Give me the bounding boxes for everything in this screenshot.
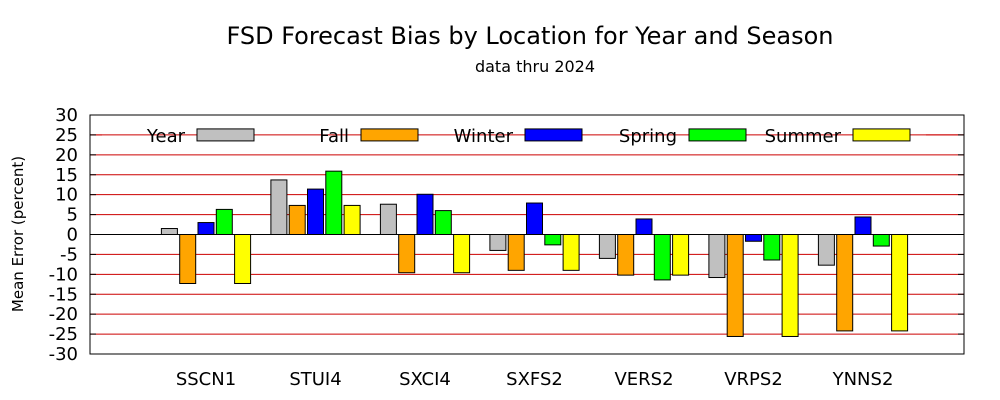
legend-swatch: [360, 128, 419, 142]
y-tick-label: -25: [49, 324, 78, 345]
x-tick-label: SSCN1: [176, 369, 236, 390]
bar-sxfs2-winter: [526, 202, 543, 235]
bar-ynns2-fall: [836, 234, 854, 332]
bar-vrps2-fall: [726, 234, 744, 337]
bar-stui4-spring: [325, 170, 343, 235]
y-axis-label: Mean Error (percent): [9, 156, 27, 312]
y-tick-label: -30: [49, 344, 78, 365]
bar-sxfs2-fall: [507, 234, 525, 271]
bar-ynns2-summer: [891, 234, 909, 332]
bar-sscn1-summer: [234, 234, 252, 284]
legend-swatch: [196, 128, 255, 142]
x-tick-label: SXCI4: [399, 369, 451, 390]
x-tick-label: YNNS2: [832, 369, 894, 390]
bar-vers2-fall: [617, 234, 635, 276]
bar-sxci4-fall: [398, 234, 416, 274]
bar-sxci4-year: [379, 203, 397, 236]
y-tick-label: -15: [49, 284, 78, 305]
bar-ynns2-spring: [872, 234, 890, 247]
y-tick-label: 10: [55, 185, 78, 206]
bar-sxfs2-spring: [544, 234, 562, 246]
x-tick-label: VERS2: [614, 369, 673, 390]
y-tick-label: -20: [49, 304, 78, 325]
bar-vrps2-winter: [745, 234, 762, 242]
bar-vers2-winter: [635, 218, 653, 235]
bar-stui4-year: [270, 179, 288, 235]
bar-stui4-summer: [343, 204, 361, 235]
bar-sxci4-spring: [434, 210, 452, 236]
bar-sxfs2-summer: [562, 234, 580, 271]
chart-subtitle: data thru 2024: [475, 57, 595, 76]
legend-swatch: [688, 128, 747, 142]
y-tick-label: 30: [55, 105, 78, 126]
bar-sscn1-year: [160, 228, 178, 235]
bar-sxfs2-year: [489, 234, 507, 251]
legend: Year Fall Winter Spring Summer: [146, 126, 911, 147]
y-tick-label: 25: [55, 125, 78, 146]
chart-title: FSD Forecast Bias by Location for Year a…: [226, 22, 833, 50]
bar-stui4-fall: [288, 204, 306, 235]
legend-swatch: [852, 128, 911, 142]
y-tick-label: 15: [55, 165, 78, 186]
bar-stui4-winter: [307, 188, 324, 235]
bar-vrps2-spring: [763, 234, 781, 261]
bar-ynns2-year: [817, 234, 835, 266]
legend-label: Winter: [454, 126, 514, 147]
bar-vers2-year: [598, 234, 616, 259]
x-tick-label: STUI4: [289, 369, 341, 390]
y-tick-label: 0: [67, 225, 78, 246]
bar-sscn1-winter: [197, 222, 215, 236]
bar-vers2-summer: [672, 234, 690, 276]
x-tick-label: VRPS2: [724, 369, 783, 390]
bars: [160, 170, 909, 337]
y-tick-label: 20: [55, 145, 78, 166]
legend-swatch: [524, 128, 583, 142]
legend-label: Spring: [619, 126, 677, 147]
legend-label: Year: [146, 126, 186, 147]
legend-label: Summer: [765, 126, 842, 147]
bar-sxci4-winter: [416, 193, 434, 235]
bar-vrps2-summer: [781, 234, 799, 337]
bar-sscn1-fall: [179, 234, 197, 284]
bar-ynns2-winter: [854, 216, 872, 235]
bar-vers2-spring: [653, 234, 671, 281]
x-tick-label: SXFS2: [506, 369, 563, 390]
bar-sxci4-summer: [453, 234, 471, 274]
bar-vrps2-year: [708, 234, 726, 279]
y-tick-label: 5: [67, 205, 78, 226]
y-tick-label: -10: [49, 264, 78, 285]
bar-sscn1-spring: [215, 208, 233, 235]
y-tick-label: -5: [60, 244, 78, 265]
legend-label: Fall: [319, 126, 349, 147]
